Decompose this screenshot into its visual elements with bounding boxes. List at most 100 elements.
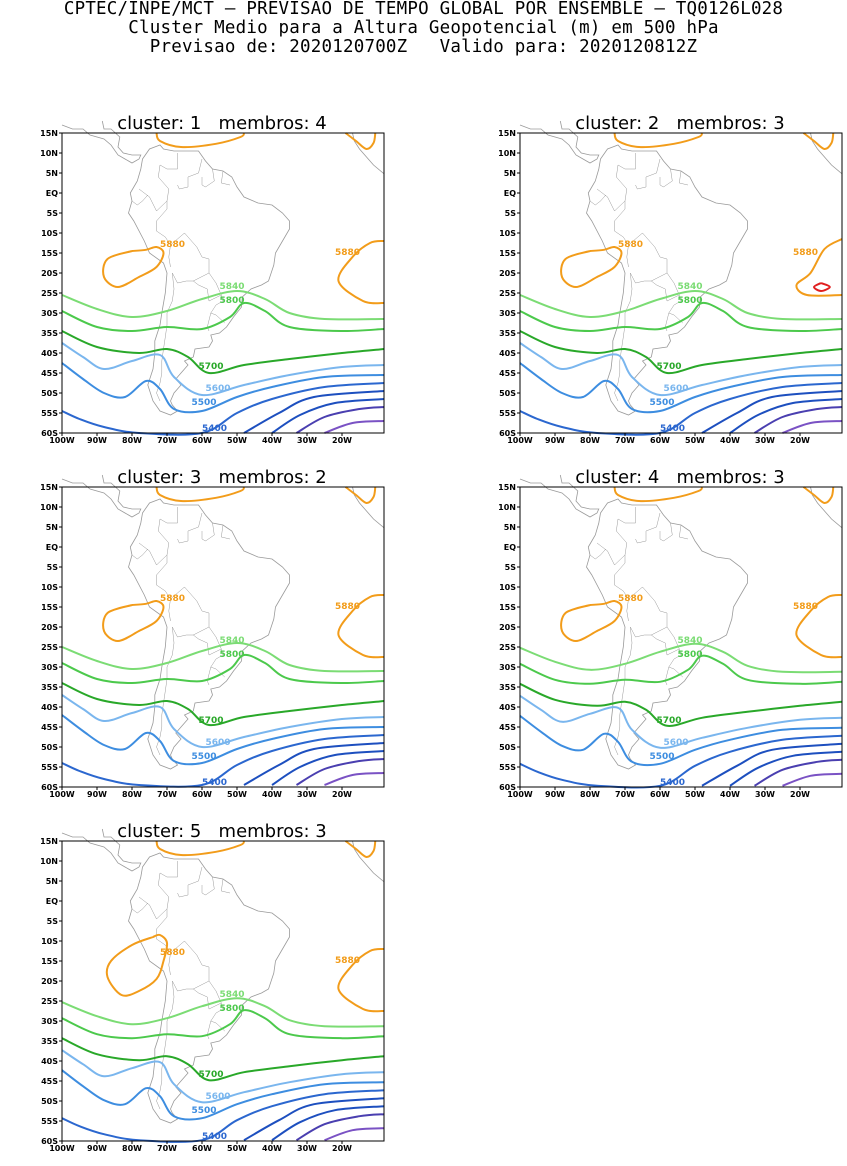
contour-5880-east-ridge [795, 594, 843, 659]
country-border [596, 507, 636, 566]
label-5600: 5600 [206, 1092, 231, 1102]
lat-tick-label: 15S [499, 603, 516, 612]
central-america-coastline [519, 120, 600, 164]
geopotential-map: 5880 5880 5840 5800 5700 5600 5500 5400 15N 10N 5N… [498, 474, 843, 799]
lon-tick-label: 50W [685, 436, 705, 445]
lon-tick-label: 20W [790, 436, 810, 445]
lat-tick-label: 10S [499, 229, 516, 238]
country-border [589, 194, 606, 206]
lat-tick-label: 45S [499, 369, 516, 378]
contour-5840 [61, 641, 385, 673]
south-america-coastline [128, 852, 290, 1124]
lat-tick-label: 50S [41, 1097, 58, 1106]
label-5400: 5400 [202, 424, 227, 434]
lat-tick-label: 10S [41, 583, 58, 592]
lon-tick-label: 40W [262, 1144, 282, 1153]
label-5880-west: 5880 [160, 948, 185, 958]
label-5700: 5700 [199, 362, 224, 372]
contour-5880-west-loop [102, 245, 165, 289]
geopotential-map: 5880 5880 5840 5800 5700 5600 5500 5400 15N 10N 5N… [498, 120, 843, 445]
country-border [221, 524, 231, 540]
contour-5300 [243, 390, 385, 434]
contour-5800 [61, 301, 385, 333]
lat-tick-label: 35S [499, 329, 516, 338]
lat-tick-label: 55S [499, 409, 516, 418]
lon-tick-label: 50W [227, 790, 247, 799]
label-5600: 5600 [664, 384, 689, 394]
contour-5700 [61, 682, 385, 727]
country-border [589, 548, 606, 560]
lat-tick-label: 55S [41, 1117, 58, 1126]
lon-tick-label: 70W [615, 790, 635, 799]
lat-tick-label: 45S [41, 1077, 58, 1086]
country-border [131, 194, 148, 206]
geopotential-map: 5880 5880 5840 5800 5700 5600 5500 5400 15N 10N 5N… [40, 474, 385, 799]
lon-tick-label: 70W [157, 1144, 177, 1153]
panel-title: cluster: 2 membros: 3 [575, 113, 785, 134]
country-border [221, 878, 231, 894]
lat-tick-label: 10S [41, 937, 58, 946]
lat-tick-label: 30S [41, 663, 58, 672]
map-panel-cluster-5: cluster: 5 membros: 3 5880 5880 5840 5800 57… [22, 821, 385, 1166]
contour-5880-northeast [344, 840, 377, 858]
country-border [138, 507, 178, 566]
lat-tick-label: 55S [41, 409, 58, 418]
country-border [614, 626, 633, 756]
country-border [210, 1002, 225, 1032]
label-5500: 5500 [192, 398, 217, 408]
country-border [635, 158, 661, 190]
country-border [651, 626, 680, 656]
panel-title: cluster: 1 membros: 4 [117, 113, 327, 134]
lon-tick-label: 100W [507, 436, 533, 445]
lat-tick-label: 15S [41, 603, 58, 612]
lat-tick-label: 55S [499, 763, 516, 772]
country-border [614, 272, 633, 402]
lon-tick-label: 50W [227, 1144, 247, 1153]
lon-tick-label: 60W [650, 436, 670, 445]
lon-tick-label: 40W [262, 790, 282, 799]
lon-tick-label: 80W [122, 1144, 142, 1153]
contour-5840 [519, 642, 843, 674]
contour-5600 [519, 342, 843, 397]
label-5500: 5500 [650, 752, 675, 762]
contour-5880-west-loop [105, 933, 169, 997]
label-5880-east: 5880 [335, 602, 360, 612]
south-america-coastline [586, 144, 748, 416]
label-5500: 5500 [192, 752, 217, 762]
lat-tick-label: 30S [41, 1017, 58, 1026]
africa-coastline [352, 132, 385, 175]
contour-5700 [519, 682, 843, 727]
contour-5200 [295, 1113, 385, 1142]
panel-title: cluster: 3 membros: 2 [117, 467, 327, 488]
central-america-coastline [61, 120, 142, 164]
lat-tick-label: 5N [504, 523, 516, 532]
lon-tick-label: 70W [157, 790, 177, 799]
lat-tick-label: 15N [498, 483, 516, 492]
lon-tick-label: 40W [262, 436, 282, 445]
lat-tick-label: 40S [41, 1057, 58, 1066]
country-border [131, 902, 148, 914]
lat-tick-label: 35S [499, 683, 516, 692]
label-5700: 5700 [199, 1070, 224, 1080]
lat-tick-label: 15N [40, 483, 58, 492]
lat-tick-label: 5N [46, 877, 58, 886]
lon-tick-label: 50W [227, 436, 247, 445]
lat-tick-label: EQ [46, 189, 58, 198]
central-america-coastline [61, 828, 142, 872]
country-border [659, 168, 673, 188]
central-america-coastline [519, 474, 600, 518]
lat-tick-label: 25S [41, 643, 58, 652]
map-panel-cluster-1: cluster: 1 membros: 4 5880 5880 5840 5800 57… [22, 113, 385, 458]
contour-5800 [519, 654, 843, 685]
lon-tick-label: 100W [49, 436, 75, 445]
lon-tick-label: 90W [87, 1144, 107, 1153]
country-border [131, 548, 148, 560]
contour-5700 [61, 1037, 385, 1082]
country-border [201, 876, 215, 896]
lon-tick-label: 90W [545, 790, 565, 799]
lat-tick-label: 15N [40, 837, 58, 846]
label-5880-east: 5880 [335, 248, 360, 258]
label-5840: 5840 [220, 282, 245, 292]
lon-tick-label: 40W [720, 790, 740, 799]
contour-5500 [519, 715, 843, 767]
